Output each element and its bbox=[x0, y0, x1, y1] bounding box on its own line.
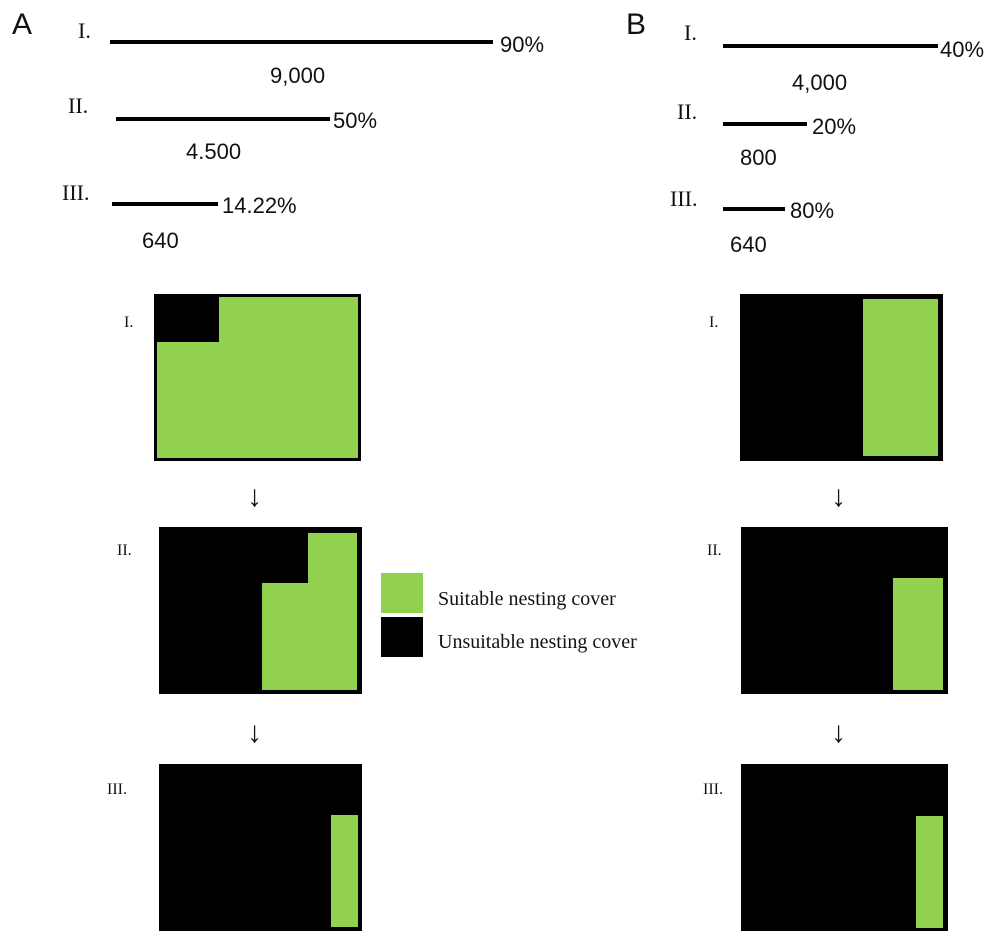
panel-a-box-1-unsuitable-area bbox=[154, 294, 219, 342]
legend-unsuitable-label: Unsuitable nesting cover bbox=[438, 631, 637, 653]
panel-b-bar-3-percent: 80% bbox=[790, 198, 834, 223]
panel-b-bar-1-value: 4,000 bbox=[792, 70, 847, 95]
panel-b-box-3-suitable-area bbox=[916, 816, 943, 928]
panel-a-box-2-suitable-area bbox=[262, 533, 357, 690]
panel-a-box-2-roman: II. bbox=[117, 542, 132, 559]
panel-a-bar-2-value: 4.500 bbox=[186, 139, 241, 164]
panel-a-arrow-2: ↓ bbox=[247, 716, 262, 749]
panel-a-bar-2-roman: II. bbox=[68, 93, 88, 118]
panel-b-bar-3-roman: III. bbox=[670, 186, 697, 211]
panel-b-bar-1-percent: 40% bbox=[940, 37, 984, 62]
panel-a-bar-3-value: 640 bbox=[142, 228, 179, 253]
legend-suitable-swatch bbox=[381, 573, 423, 613]
panel-a-bar-3-percent: 14.22% bbox=[222, 193, 297, 218]
legend-unsuitable-swatch bbox=[381, 617, 423, 657]
panel-b-box-3-roman: III. bbox=[703, 781, 723, 798]
panel-a-bar-2-percent: 50% bbox=[333, 108, 377, 133]
panel-a-bar-3-roman: III. bbox=[62, 180, 89, 205]
panel-b-box-3-unsuitable-area bbox=[741, 764, 948, 931]
panel-a-box-3-suitable-area bbox=[331, 815, 358, 927]
legend-suitable-label: Suitable nesting cover bbox=[438, 588, 616, 610]
panel-b-arrow-1: ↓ bbox=[831, 480, 846, 513]
panel-a-box-3-unsuitable-area bbox=[159, 764, 362, 931]
panel-a-bar-1-value: 9,000 bbox=[270, 63, 325, 88]
panel-a-arrow-1: ↓ bbox=[247, 480, 262, 513]
panel-a-bars: A I. 90% 9,000 II. 50% 4.500 III. 14.22%… bbox=[12, 8, 544, 253]
panel-a-bar-1-roman: I. bbox=[78, 18, 91, 43]
panel-a-box-1-roman: I. bbox=[124, 314, 133, 331]
panel-b-bar-2-percent: 20% bbox=[812, 114, 856, 139]
panel-a-bar-1-percent: 90% bbox=[500, 32, 544, 57]
panel-b-bar-2-roman: II. bbox=[677, 99, 697, 124]
panel-a-box-3-roman: III. bbox=[107, 781, 127, 798]
panel-b-bar-1-roman: I. bbox=[684, 20, 697, 45]
panel-b-box-2-roman: II. bbox=[707, 542, 722, 559]
panel-b-box-1-roman: I. bbox=[709, 314, 718, 331]
panel-b-bars: B I. 40% 4,000 II. 20% 800 III. 80% 640 bbox=[626, 8, 984, 257]
panel-b-letter: B bbox=[626, 8, 646, 41]
panel-a-boxes: I. ↓ II. ↓ III. bbox=[107, 294, 362, 931]
panel-b-box-2-suitable-area bbox=[893, 578, 943, 690]
panel-b-box-1-suitable-area bbox=[863, 299, 938, 456]
panel-b-bar-2-value: 800 bbox=[740, 145, 777, 170]
legend: Suitable nesting cover Unsuitable nestin… bbox=[381, 573, 637, 657]
panel-b-boxes: I. ↓ II. ↓ III. bbox=[703, 294, 948, 931]
panel-a-letter: A bbox=[12, 8, 32, 41]
panel-b-arrow-2: ↓ bbox=[831, 716, 846, 749]
panel-b-bar-3-value: 640 bbox=[730, 232, 767, 257]
panel-a-box-1-frame bbox=[154, 294, 361, 461]
